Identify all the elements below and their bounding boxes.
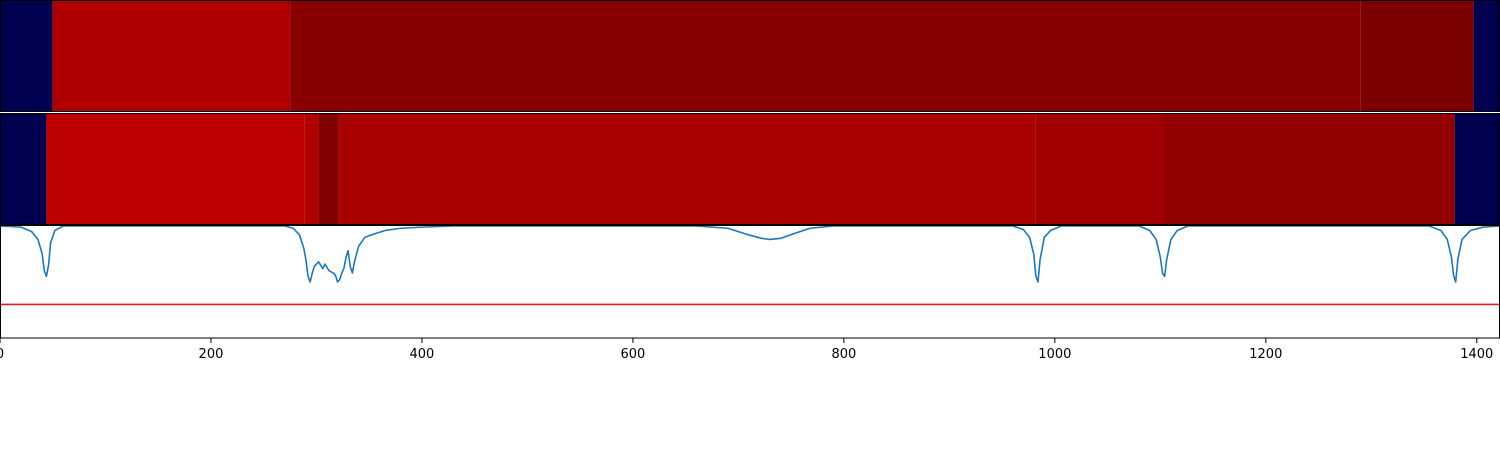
- heatmap-top-segment: [1473, 0, 1500, 112]
- heatmap-bottom-segment: [1035, 113, 1164, 225]
- heatmap-bottom-segment: [338, 113, 1036, 225]
- heatmap-bottom: [0, 113, 1500, 225]
- heatmap-bottom-segment: [1454, 113, 1500, 225]
- heatmap-top-segment: [1360, 0, 1474, 112]
- heatmap-bottom-segment: [318, 113, 339, 225]
- heatmap-bottom-segment: [46, 113, 305, 225]
- heatmap-top-segment: [52, 0, 291, 112]
- heatmap-top-segment: [290, 0, 1361, 112]
- x-tick-label: 200: [199, 347, 224, 362]
- x-tick-label: 800: [831, 347, 856, 362]
- x-tick-label: 1400: [1460, 347, 1493, 362]
- heatmap-bottom-segment: [1163, 113, 1455, 225]
- x-tick-label: 400: [410, 347, 435, 362]
- signal-line: [0, 225, 1500, 283]
- x-tick-label: 1200: [1249, 347, 1282, 362]
- heatmap-bottom-segment: [304, 113, 319, 225]
- line-panel-frame: [0, 225, 1500, 339]
- x-tick-label: 1000: [1038, 347, 1071, 362]
- line-panel: [0, 225, 1500, 339]
- heatmap-top-segment: [0, 0, 53, 112]
- heatmap-top: [0, 0, 1500, 112]
- x-tick-label: 0: [0, 347, 4, 362]
- x-tick-label: 600: [620, 347, 645, 362]
- x-axis: 0 200 400 600 800 1000 1200 1400: [0, 338, 1493, 362]
- heatmap-bottom-segment: [0, 113, 47, 225]
